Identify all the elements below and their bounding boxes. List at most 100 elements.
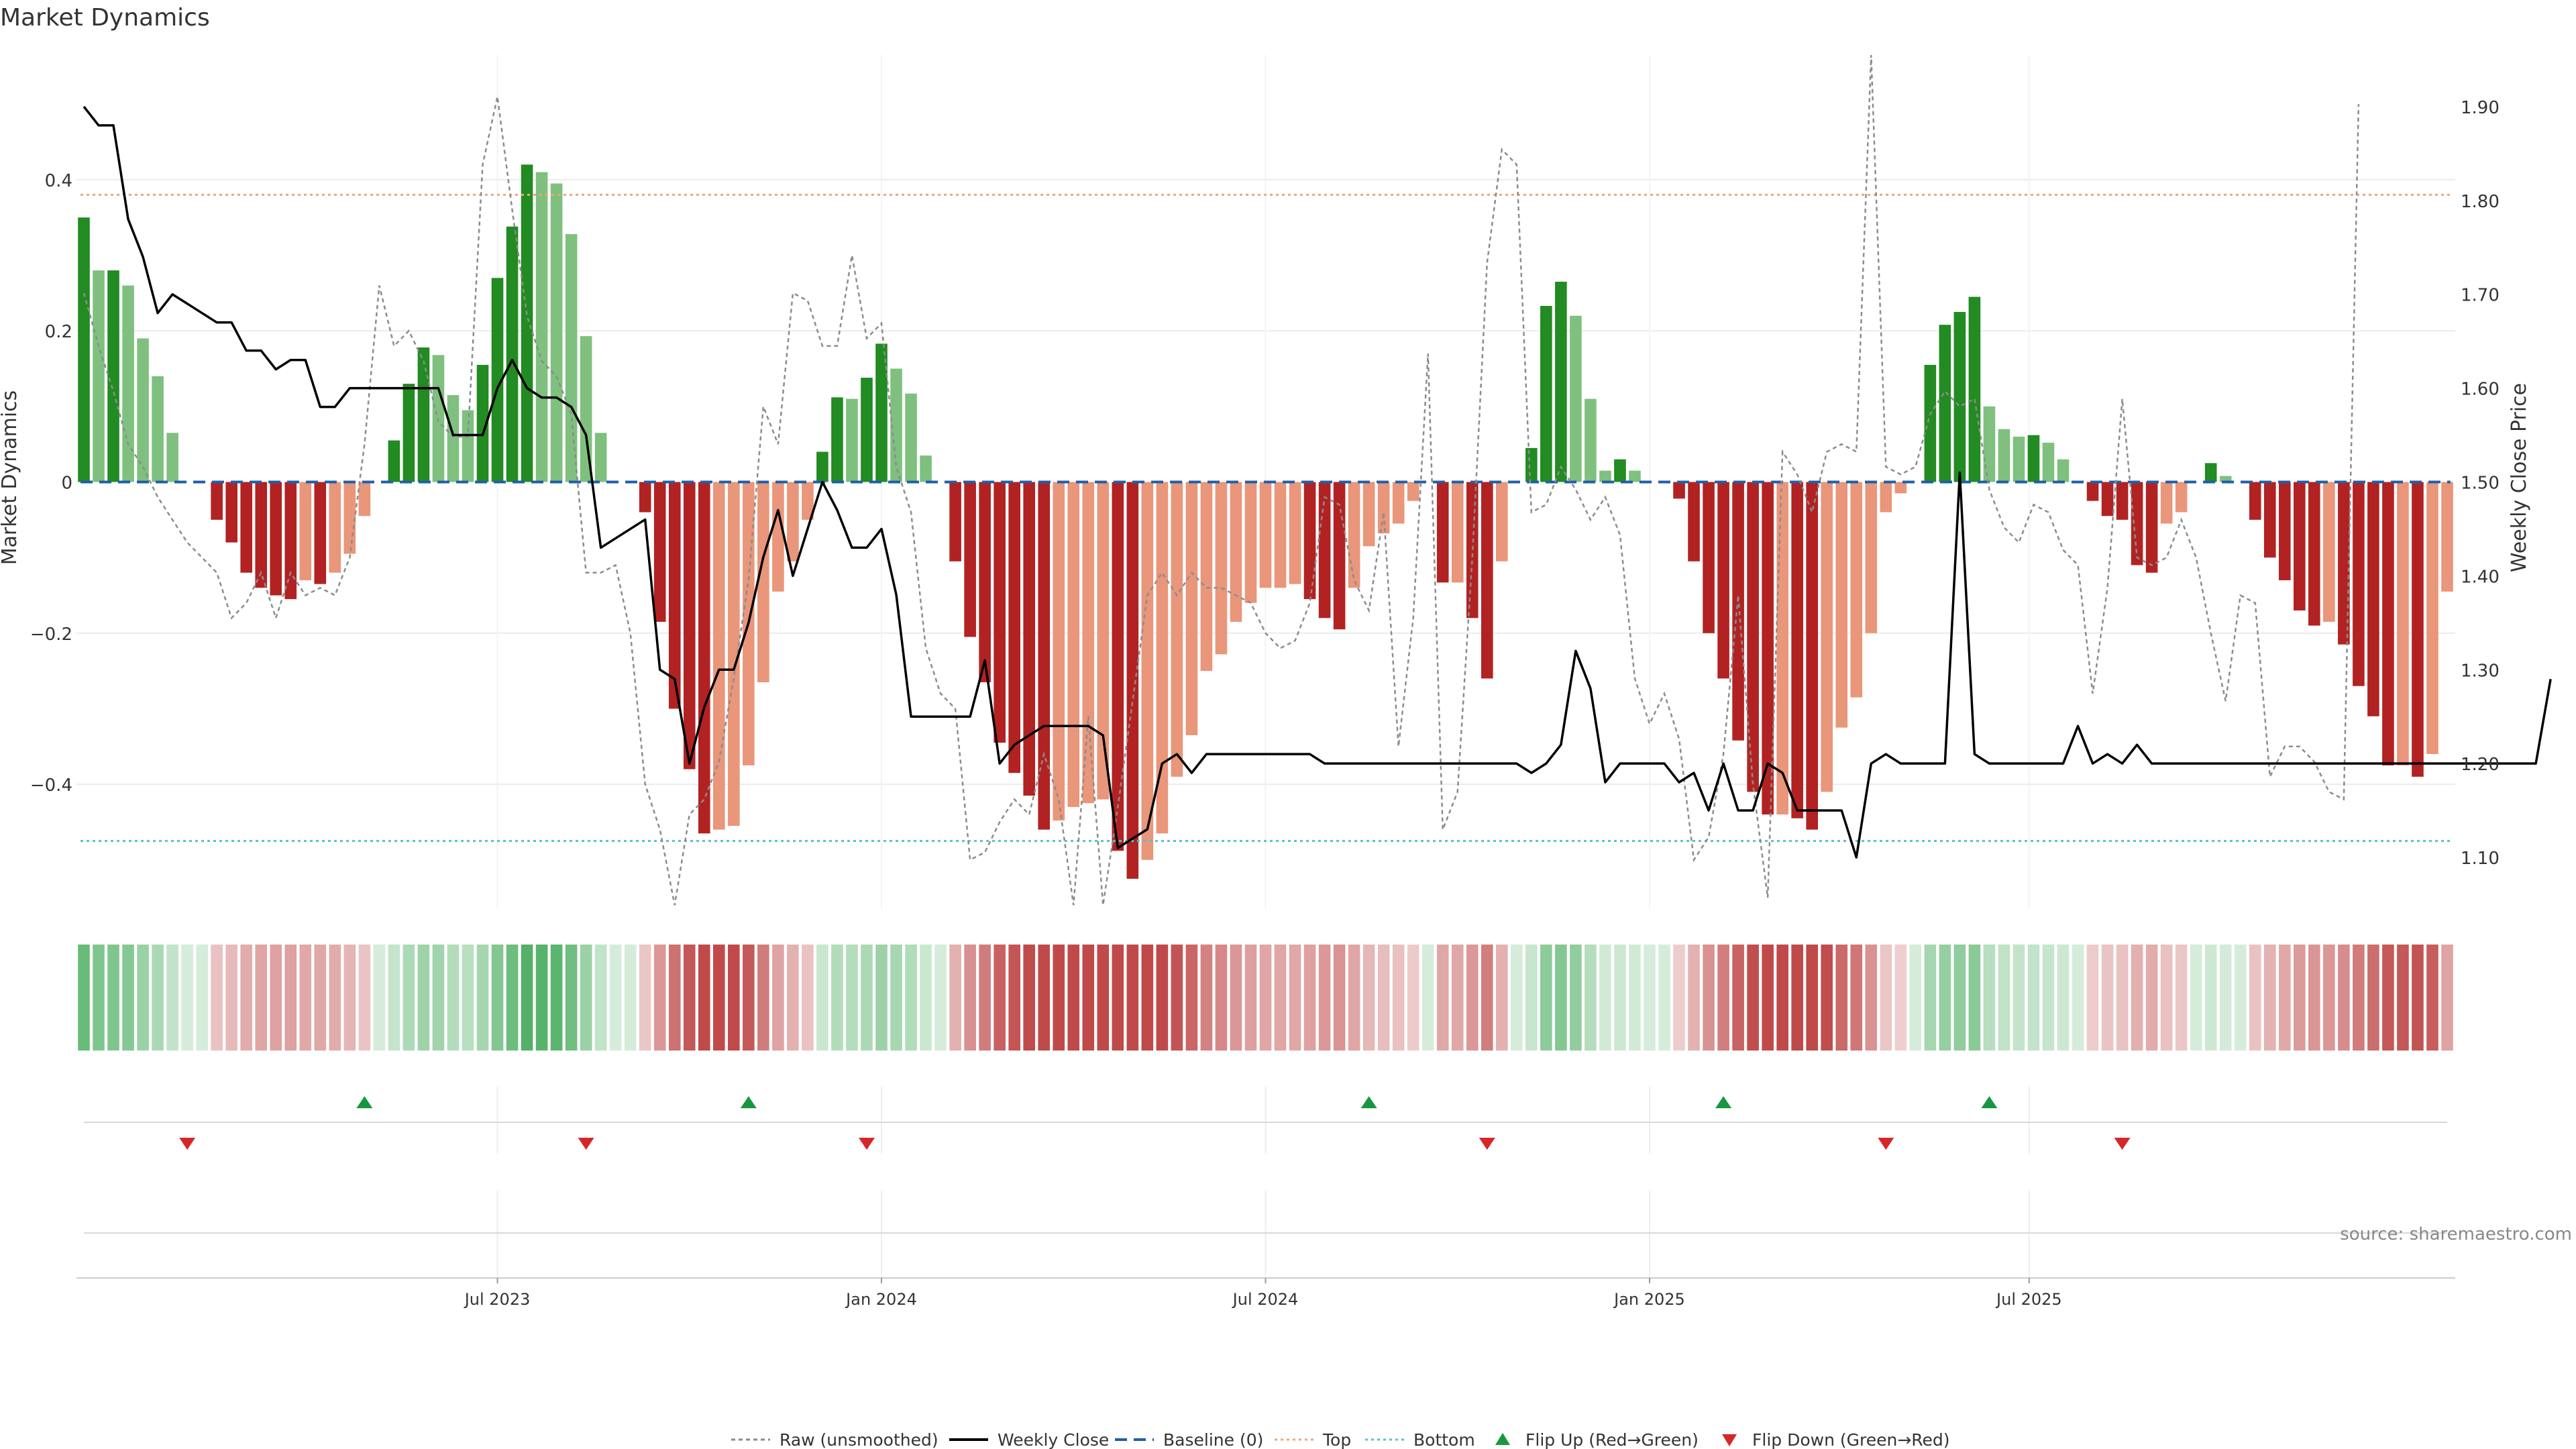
regime-strip-cell: [1909, 945, 1922, 1051]
regime-strip-cell: [2190, 945, 2202, 1051]
dynamics-bar: [1673, 482, 1685, 499]
regime-strip-cell: [1038, 945, 1051, 1051]
dynamics-bar: [1362, 482, 1375, 547]
regime-strip-cell: [580, 945, 592, 1051]
dynamics-bar: [668, 482, 681, 709]
legend-item: Weekly Close: [949, 1430, 1109, 1449]
regime-strip-cell: [2234, 945, 2247, 1051]
regime-strip-cell: [2219, 945, 2232, 1051]
left-axis: 0.4 0.2 0 −0.2 −0.4: [30, 171, 72, 796]
dynamics-bar: [2323, 482, 2335, 622]
regime-strip-cell: [846, 945, 858, 1051]
regime-strip-cell: [1377, 945, 1390, 1051]
dynamics-bar: [979, 482, 991, 683]
regime-strip-cell: [506, 945, 519, 1051]
legend-label: Weekly Close: [998, 1430, 1109, 1449]
regime-strip-cell: [1495, 945, 1508, 1051]
dynamics-bar: [772, 482, 784, 592]
regime-strip-cell: [1924, 945, 1937, 1051]
regime-strip-cell: [1806, 945, 1819, 1051]
regime-strip-cell: [1185, 945, 1198, 1051]
left-axis-label: Market Dynamics: [0, 390, 21, 566]
dynamics-bar: [225, 482, 237, 543]
dynamics-bar: [1717, 482, 1729, 679]
dynamics-bar: [270, 482, 282, 596]
dynamics-bar: [728, 482, 740, 826]
regime-strip-cell: [2308, 945, 2320, 1051]
dynamics-bar: [1939, 325, 1951, 482]
dynamics-bar: [1156, 482, 1169, 834]
legend-item: Top: [1275, 1430, 1351, 1449]
dynamics-bar: [1998, 429, 2010, 482]
regime-strip-cell: [698, 945, 710, 1051]
dynamics-bar: [1983, 406, 1996, 482]
flip-down-marker: [1479, 1138, 1495, 1150]
dynamics-bar: [1392, 482, 1405, 524]
dynamics-bar: [2382, 482, 2394, 765]
dynamics-bar: [2204, 463, 2217, 482]
dynamics-bar: [1555, 281, 1567, 482]
dynamics-bar: [2426, 482, 2438, 755]
regime-strip-cell: [447, 945, 460, 1051]
dynamics-bar: [107, 270, 119, 482]
regime-strip-cell: [1215, 945, 1228, 1051]
regime-strip-cell: [1511, 945, 1523, 1051]
regime-strip-cell: [1762, 945, 1774, 1051]
dynamics-bar: [166, 433, 178, 482]
reference-lines: [80, 193, 2451, 843]
regime-strip-cell: [1053, 945, 1065, 1051]
dynamics-bar: [462, 410, 474, 482]
regime-strip-cell: [683, 945, 696, 1051]
dynamics-bar: [2027, 435, 2040, 482]
regime-strip-cell: [802, 945, 814, 1051]
regime-strip-cell: [373, 945, 386, 1051]
dynamics-bar: [698, 482, 710, 834]
legend-label: Flip Down (Green→Red): [1752, 1430, 1950, 1449]
flip-up-marker: [740, 1096, 757, 1108]
left-tick-label: 0: [61, 474, 72, 494]
dynamics-bar: [1481, 482, 1493, 679]
flip-down-marker: [179, 1138, 196, 1150]
regime-strip-cell: [240, 945, 253, 1051]
x-tick-label: Jul 2025: [1995, 1290, 2062, 1309]
regime-strip-cell: [270, 945, 282, 1051]
dynamics-bar: [2086, 482, 2099, 501]
right-tick-label: 1.40: [2461, 567, 2500, 587]
legend-item: Bottom: [1365, 1430, 1475, 1449]
main-panel: 0.4 0.2 0 −0.2 −0.4 1.90 1.80 1.70 1.60 1.50 1.40…: [0, 54, 2552, 909]
dynamics-bar: [388, 440, 400, 482]
dynamics-bar: [890, 368, 902, 482]
x-tick-label: Jan 2025: [1613, 1290, 1685, 1309]
dynamics-bar: [1585, 398, 1597, 482]
legend-label: Flip Up (Red→Green): [1525, 1430, 1699, 1449]
regime-strip-cell: [1880, 945, 1892, 1051]
regime-strip-cell: [1570, 945, 1582, 1051]
dynamics-bar: [137, 338, 149, 482]
dynamics-bar: [476, 364, 489, 482]
dynamics-bar: [2278, 482, 2291, 580]
dynamics-bar: [831, 397, 843, 482]
regime-strip-cell: [122, 945, 134, 1051]
dynamics-bar: [1732, 482, 1744, 741]
dynamics-bar: [1348, 482, 1360, 588]
dynamics-bar: [521, 164, 533, 482]
regime-strip-cell: [2249, 945, 2261, 1051]
regime-strip-cell: [949, 945, 961, 1051]
regime-strip-cell: [1599, 945, 1611, 1051]
regime-strip-cell: [2323, 945, 2335, 1051]
regime-strip-cell: [358, 945, 371, 1051]
dynamics-bar: [1776, 482, 1788, 815]
dynamics-bar: [2308, 482, 2320, 626]
dynamics-bar: [1185, 482, 1198, 735]
regime-strip-cell: [1835, 945, 1848, 1051]
regime-strip-cell: [1230, 945, 1242, 1051]
regime-strip-cell: [1850, 945, 1863, 1051]
dynamics-bar: [2012, 436, 2025, 482]
dynamics-bar: [299, 482, 312, 580]
regime-strip-cell: [1481, 945, 1493, 1051]
source-annotation: source: sharemaestro.com: [2340, 1224, 2572, 1244]
dynamics-bar: [1112, 482, 1124, 851]
dynamics-bar: [255, 482, 268, 588]
weekly-close-line: [83, 105, 2552, 859]
dynamics-bar: [1614, 459, 1626, 482]
